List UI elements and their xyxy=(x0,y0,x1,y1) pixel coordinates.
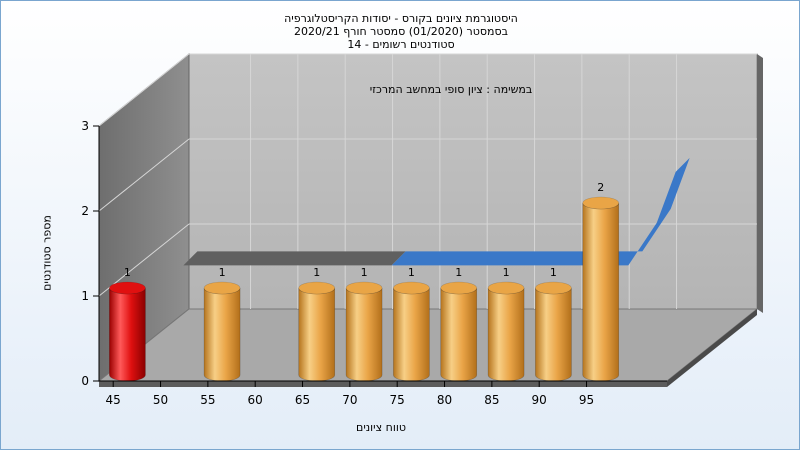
x-tick-label: 85 xyxy=(484,393,499,407)
grid-line-side xyxy=(98,138,190,212)
bar-86.5 xyxy=(487,287,525,382)
x-tick-label: 50 xyxy=(153,393,168,407)
floor-edge xyxy=(99,381,667,387)
bar-top-46.5 xyxy=(109,281,146,295)
x-tick-label: 60 xyxy=(248,393,263,407)
grid-line-side xyxy=(98,53,190,127)
wall-edge xyxy=(757,54,763,313)
y-tick-label: 0 xyxy=(81,374,89,388)
chart-subtitle: במשימה : ציון סופי במחשב המרכזי xyxy=(369,83,533,96)
bar-56.5 xyxy=(203,287,241,382)
bar-value-label: 1 xyxy=(455,266,462,279)
bar-value-label: 1 xyxy=(550,266,557,279)
bar-top-91.5 xyxy=(535,281,572,295)
bar-71.5 xyxy=(345,287,383,382)
bar-value-label: 1 xyxy=(361,266,368,279)
y-tick-label: 1 xyxy=(81,289,89,303)
bar-value-label: 1 xyxy=(408,266,415,279)
chart-title-line-2: בסמסטר (01/2020) סמסטר חורף 2020/21 xyxy=(294,25,508,38)
bar-value-label: 1 xyxy=(124,266,131,279)
bar-top-81.5 xyxy=(440,281,478,295)
x-tick-label: 70 xyxy=(342,393,357,407)
y-tick-label: 3 xyxy=(81,119,89,133)
bar-top-66.5 xyxy=(298,281,336,295)
bar-96.5 xyxy=(582,202,620,382)
x-tick-label: 80 xyxy=(437,393,452,407)
bar-value-label: 1 xyxy=(503,266,510,279)
line-series-2 xyxy=(391,157,690,266)
bar-value-label: 1 xyxy=(219,266,226,279)
bar-66.5 xyxy=(298,287,336,382)
bar-top-56.5 xyxy=(203,281,241,295)
x-tick-label: 55 xyxy=(200,393,215,407)
chart-title: היסטוגרמת ציונים בקורס - יסודות הקריסטלו… xyxy=(1,12,800,51)
bar-value-label: 1 xyxy=(313,266,320,279)
bar-76.5 xyxy=(393,287,430,382)
x-axis-label: טווח ציונים xyxy=(356,421,406,434)
bar-top-96.5 xyxy=(582,196,620,210)
chart-title-line-3: סטודנטים רשומים - 14 xyxy=(347,38,455,51)
x-tick-label: 45 xyxy=(106,393,121,407)
x-tick-label: 95 xyxy=(579,393,594,407)
bar-top-86.5 xyxy=(487,281,525,295)
chart-title-line-1: היסטוגרמת ציונים בקורס - יסודות הקריסטלו… xyxy=(284,12,518,25)
x-tick-label: 65 xyxy=(295,393,310,407)
x-tick-label: 75 xyxy=(390,393,405,407)
y-tick-label: 2 xyxy=(81,204,89,218)
bar-top-76.5 xyxy=(393,281,430,295)
x-tick-label: 90 xyxy=(532,393,547,407)
y-axis-label: מספר סטודנטים xyxy=(40,215,54,291)
bar-46.5 xyxy=(109,287,146,382)
bar-value-label: 2 xyxy=(597,181,604,194)
bar-91.5 xyxy=(535,287,572,382)
bar-81.5 xyxy=(440,287,478,382)
line-series-1 xyxy=(183,251,406,266)
bar-top-71.5 xyxy=(345,281,383,295)
floor-side-edge xyxy=(667,309,757,387)
